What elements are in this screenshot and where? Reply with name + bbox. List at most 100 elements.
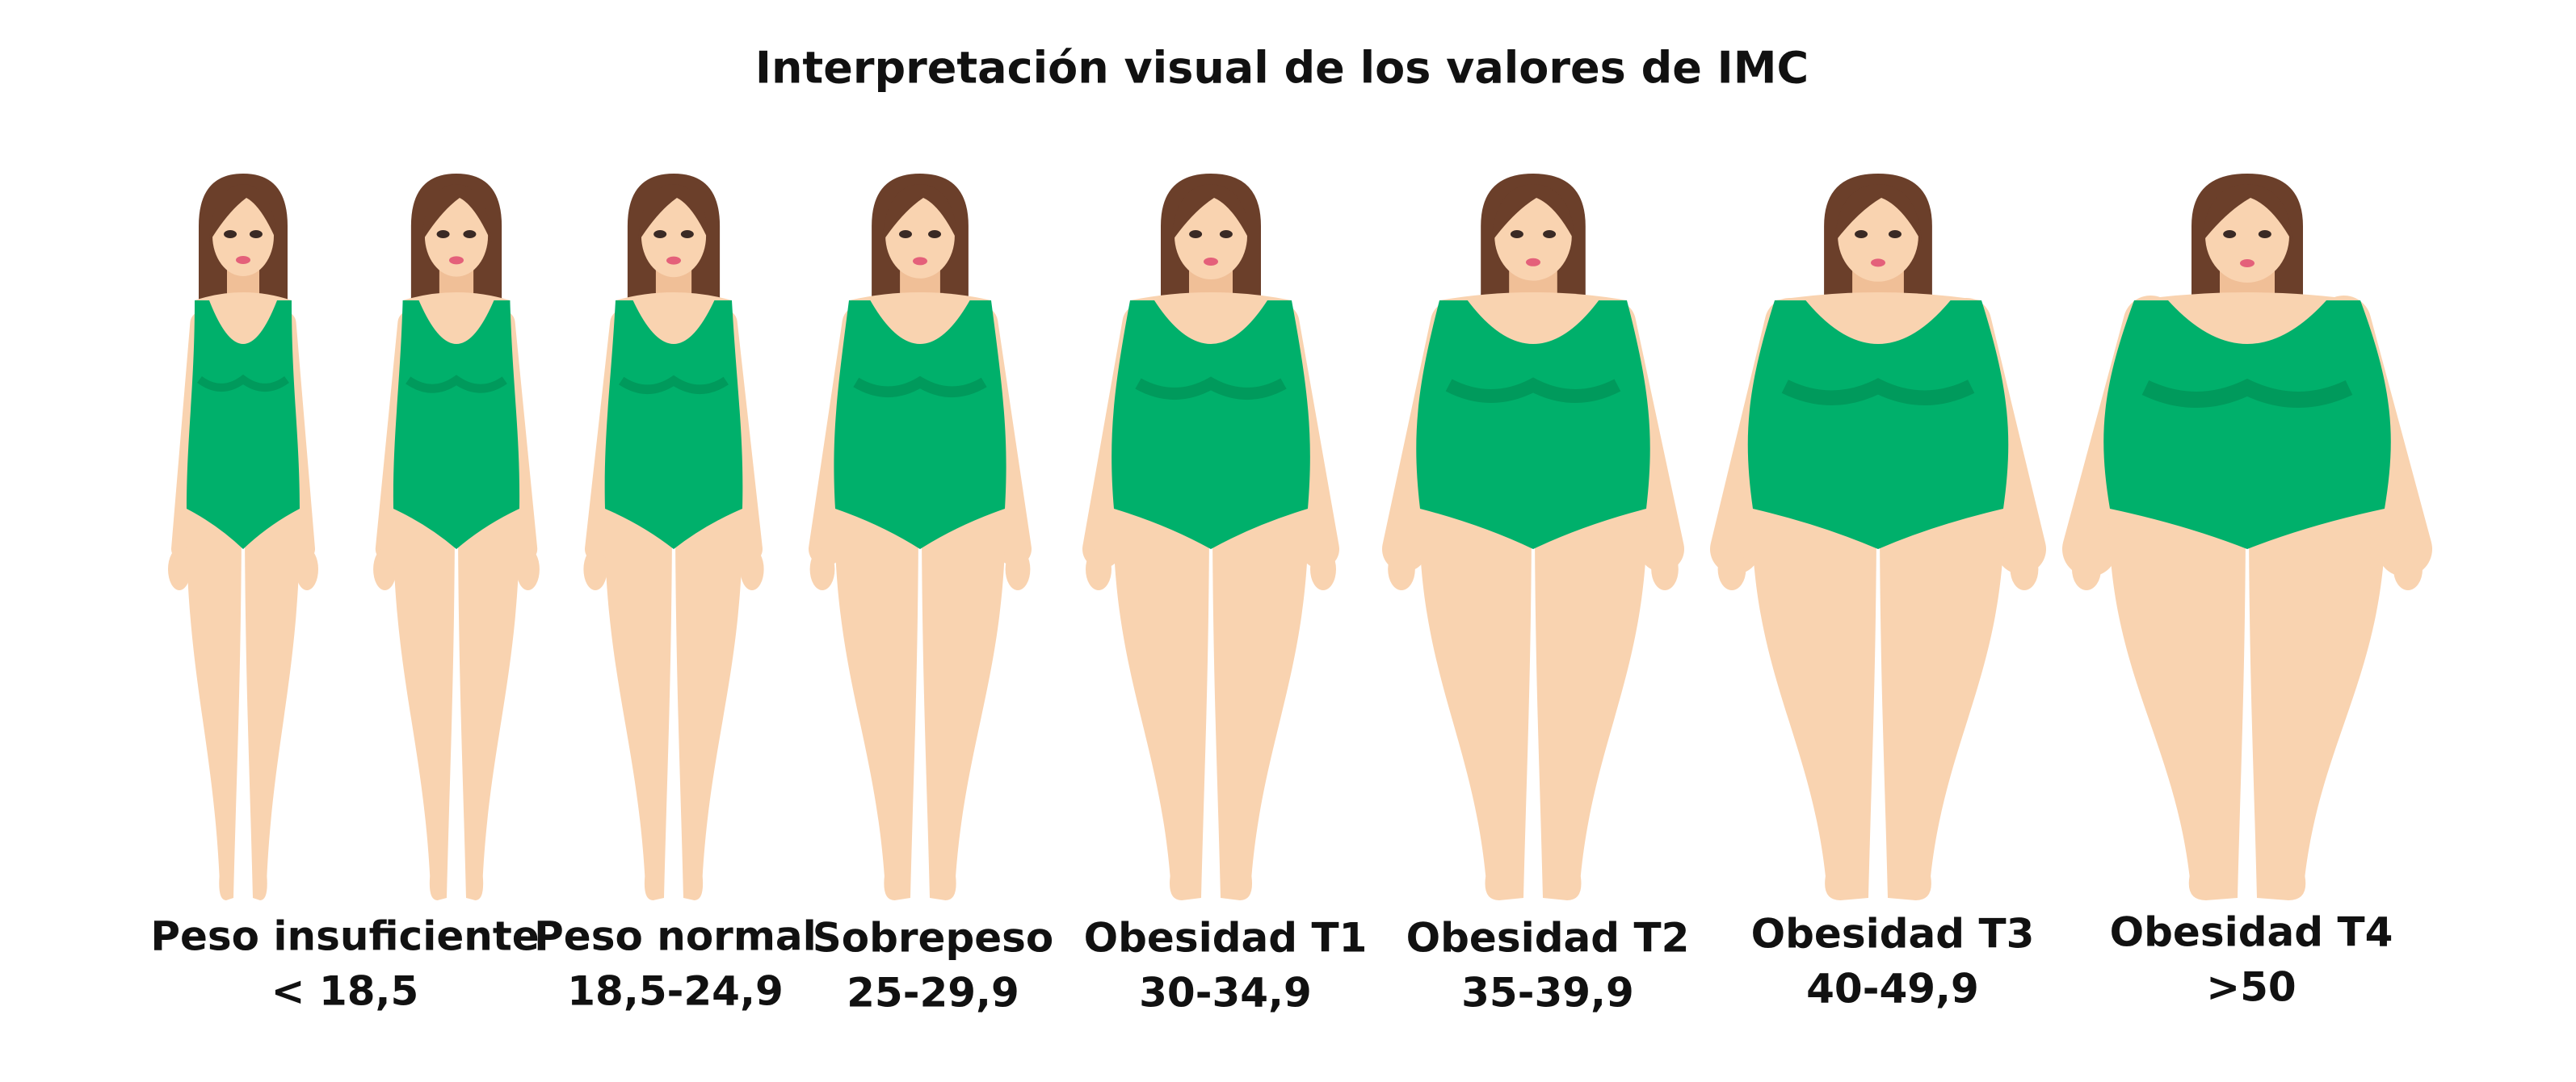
leg xyxy=(922,476,1006,900)
bust-line xyxy=(1135,376,1287,400)
swimsuit xyxy=(1747,300,2009,549)
eye xyxy=(2258,230,2271,238)
category-range: 18,5-24,9 xyxy=(567,968,783,1015)
fringe xyxy=(209,184,277,242)
leg xyxy=(675,476,743,900)
hand xyxy=(1388,548,1415,590)
leg xyxy=(186,476,242,900)
mouth xyxy=(449,256,464,265)
bust-line xyxy=(406,375,507,393)
leg xyxy=(604,476,672,900)
eye xyxy=(249,230,263,238)
fringe xyxy=(2202,184,2292,242)
eye xyxy=(1510,230,1523,238)
figure xyxy=(583,174,764,900)
hand xyxy=(2010,548,2039,590)
leg xyxy=(458,476,520,900)
mouth xyxy=(1204,258,1218,266)
leg xyxy=(1751,476,1876,900)
category-name: Obesidad T2 xyxy=(1406,915,1690,962)
hand xyxy=(1717,548,1746,590)
fringe xyxy=(421,184,492,242)
category-range: 25-29,9 xyxy=(847,970,1019,1017)
figure xyxy=(2062,174,2432,900)
leg xyxy=(1880,476,2005,900)
fringe xyxy=(1491,184,1575,242)
fringe xyxy=(1171,184,1250,242)
eye xyxy=(680,230,694,238)
mouth xyxy=(1871,258,1885,267)
leg xyxy=(2249,476,2386,900)
title: Interpretación visual de los valores de … xyxy=(755,43,1809,94)
figure xyxy=(1710,174,2046,900)
leg xyxy=(834,476,918,900)
eye xyxy=(436,230,450,238)
hand xyxy=(2393,548,2423,590)
hand xyxy=(373,548,397,590)
leg xyxy=(1418,476,1532,900)
bust-line xyxy=(1781,378,1975,405)
fringe xyxy=(1834,184,1922,242)
swimsuit xyxy=(604,300,743,549)
category-name: Peso normal xyxy=(534,913,817,960)
eye xyxy=(1888,230,1902,238)
leg xyxy=(245,476,300,900)
hand xyxy=(1651,548,1679,590)
bust-line xyxy=(2141,378,2353,408)
figure xyxy=(168,174,318,900)
eye xyxy=(1543,230,1557,238)
swimsuit xyxy=(1112,300,1310,549)
hand xyxy=(1310,548,1336,590)
hand xyxy=(296,548,318,590)
leg xyxy=(393,476,455,900)
eye xyxy=(928,230,942,238)
category-range: 40-49,9 xyxy=(1806,966,1979,1013)
eye xyxy=(463,230,477,238)
mouth xyxy=(2240,259,2255,267)
category-range: 35-39,9 xyxy=(1461,970,1634,1017)
leg xyxy=(1535,476,1648,900)
eye xyxy=(1219,230,1233,238)
category-name: Obesidad T3 xyxy=(1751,911,2035,958)
eye xyxy=(1189,230,1203,238)
eye xyxy=(2223,230,2237,238)
hand xyxy=(2072,548,2101,590)
eye xyxy=(224,230,237,238)
hand xyxy=(516,548,540,590)
swimsuit xyxy=(393,300,520,549)
figure xyxy=(1382,174,1684,900)
bust-line xyxy=(853,375,987,397)
mouth xyxy=(666,256,681,265)
bust-line xyxy=(197,374,289,392)
fringe xyxy=(637,184,710,242)
category-name: Peso insuficiente xyxy=(150,913,539,960)
figure xyxy=(1082,174,1339,900)
category-name: Obesidad T4 xyxy=(2110,909,2393,956)
category-name: Sobrepeso xyxy=(813,915,1054,962)
swimsuit xyxy=(187,300,300,549)
hand xyxy=(168,548,191,590)
hand xyxy=(1005,548,1031,590)
mouth xyxy=(236,256,250,264)
fringe xyxy=(882,184,958,242)
category-range: >50 xyxy=(2206,964,2296,1011)
category-range: 30-34,9 xyxy=(1139,970,1312,1017)
figure xyxy=(809,174,1032,900)
figures xyxy=(168,174,2432,900)
swimsuit xyxy=(834,300,1006,549)
leg xyxy=(1212,476,1309,900)
bust-line xyxy=(619,375,729,394)
swimsuit xyxy=(2103,300,2391,549)
hand xyxy=(583,548,607,590)
hand xyxy=(740,548,764,590)
category-name: Obesidad T1 xyxy=(1084,915,1368,962)
hand xyxy=(1086,548,1112,590)
eye xyxy=(653,230,667,238)
eye xyxy=(1855,230,1868,238)
hand xyxy=(809,548,835,590)
leg xyxy=(2108,476,2246,900)
mouth xyxy=(1526,258,1540,266)
eye xyxy=(898,230,912,238)
